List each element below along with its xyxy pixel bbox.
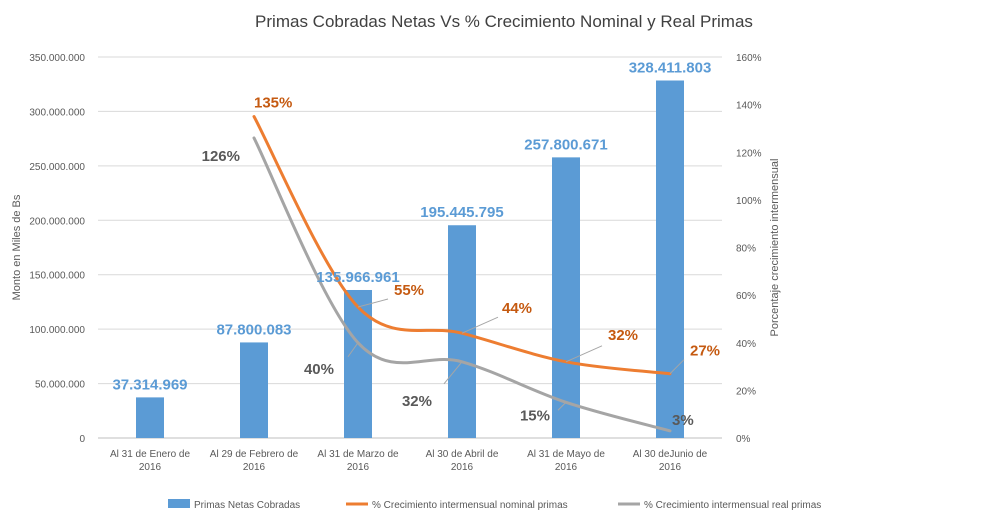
x-tick-label: 2016 [659, 462, 682, 473]
label-leader [461, 316, 499, 334]
data-label: 15% [520, 407, 550, 424]
x-tick-label: 2016 [243, 462, 266, 473]
data-label: 27% [690, 343, 720, 360]
label-leader [557, 401, 567, 411]
data-label: 37.314.969 [112, 376, 187, 393]
y-tick-label: 50.000.000 [35, 380, 85, 391]
x-tick-label: Al 31 de Marzo de [317, 449, 399, 460]
y-tick-label: 250.000.000 [29, 162, 85, 173]
chart-title: Primas Cobradas Netas Vs % Crecimiento N… [255, 12, 753, 31]
bar [552, 157, 580, 439]
data-label: 328.411.803 [629, 60, 712, 77]
x-tick-label: Al 31 de Mayo de [527, 449, 605, 460]
series-point [252, 136, 256, 140]
data-label: 87.800.083 [216, 321, 291, 338]
bar [136, 397, 164, 438]
y2-tick-label: 80% [736, 244, 756, 255]
bar [656, 80, 684, 438]
data-label: 40% [304, 361, 334, 378]
series-point [668, 429, 672, 433]
x-tick-label: 2016 [139, 462, 162, 473]
y-tick-label: 200.000.000 [29, 216, 85, 227]
y-tick-label: 300.000.000 [29, 107, 85, 118]
series-line [252, 115, 672, 376]
data-label: 135.966.961 [316, 269, 399, 286]
bar [240, 342, 268, 438]
x-tick-label: 2016 [555, 462, 578, 473]
y2-tick-label: 120% [736, 148, 762, 159]
x-tick-label: Al 31 de Enero de [110, 449, 190, 460]
bar [344, 289, 372, 438]
x-tick-label: 2016 [347, 462, 370, 473]
label-leader [357, 298, 389, 308]
series-point [252, 115, 256, 119]
y-tick-label: 100.000.000 [29, 325, 85, 336]
x-tick-label: Al 29 de Febrero de [210, 449, 299, 460]
data-label: 32% [608, 327, 638, 344]
data-label: 44% [502, 300, 532, 317]
y2-tick-label: 140% [736, 101, 762, 112]
label-leader [347, 342, 359, 358]
y2-tick-label: 60% [736, 291, 756, 302]
data-label: 126% [202, 148, 240, 165]
legend-label: % Crecimiento intermensual real primas [644, 500, 821, 511]
y-tick-label: 150.000.000 [29, 271, 85, 282]
label-leader [443, 361, 463, 385]
y2-tick-label: 0% [736, 434, 751, 445]
data-label: 257.800.671 [524, 136, 607, 153]
data-label: 32% [402, 393, 432, 410]
x-tick-label: Al 30 deJunio de [633, 449, 708, 460]
x-tick-label: 2016 [451, 462, 474, 473]
data-label: 55% [394, 282, 424, 299]
y2-axis-title: Porcentaje crecimiento intermensual [769, 159, 781, 337]
series-line [252, 136, 672, 433]
label-leader [669, 359, 685, 375]
x-tick-label: Al 30 de Abril de [426, 449, 499, 460]
y-tick-label: 0 [79, 434, 85, 445]
y2-tick-label: 160% [736, 53, 762, 64]
legend-label: Primas Netas Cobradas [194, 500, 300, 511]
data-label: 3% [672, 412, 694, 429]
data-label: 195.445.795 [420, 204, 503, 221]
label-leader [565, 345, 603, 363]
y2-tick-label: 40% [736, 339, 756, 350]
legend-swatch [168, 499, 190, 508]
data-label: 135% [254, 95, 292, 112]
y-axis-title: Monto en Miles de Bs [11, 194, 23, 300]
y2-tick-label: 20% [736, 386, 756, 397]
y-tick-label: 350.000.000 [29, 53, 85, 64]
legend-label: % Crecimiento intermensual nominal prima… [372, 500, 568, 511]
y2-tick-label: 100% [736, 196, 762, 207]
